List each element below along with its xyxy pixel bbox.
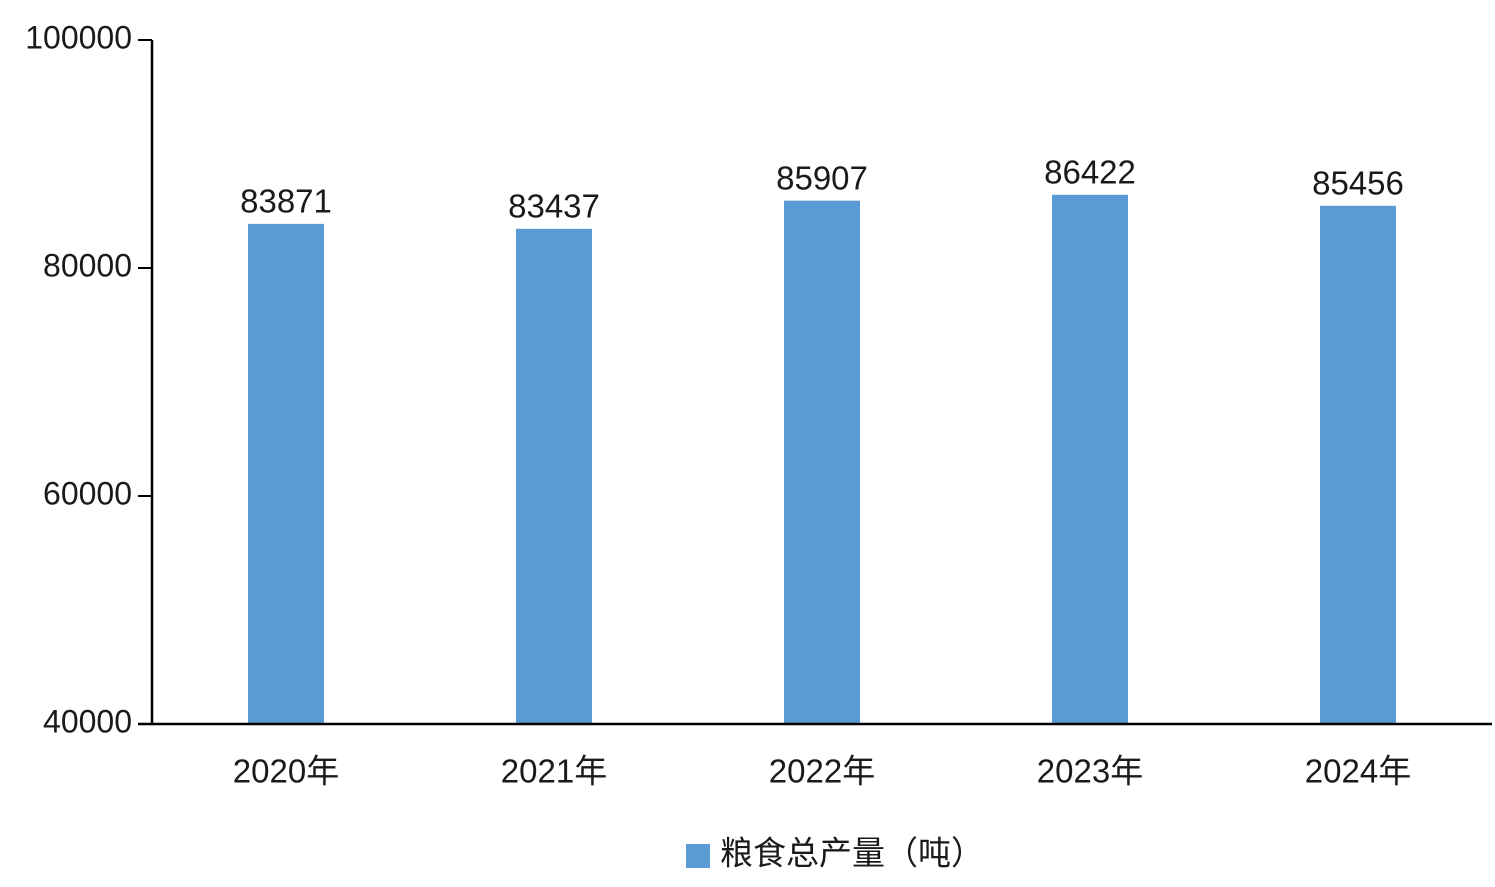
value-label: 83871 — [240, 183, 332, 220]
legend-label: 粮食总产量（吨） — [720, 835, 984, 872]
y-tick-label: 60000 — [43, 475, 132, 511]
x-tick-label: 2020年 — [233, 753, 339, 790]
value-label: 85456 — [1312, 165, 1404, 202]
value-label: 85907 — [776, 159, 868, 196]
value-label: 86422 — [1044, 154, 1136, 191]
x-tick-label: 2022年 — [769, 753, 875, 790]
y-tick-label: 80000 — [43, 247, 132, 283]
bar — [1052, 194, 1128, 725]
bar — [784, 200, 860, 724]
y-tick-label: 100000 — [25, 19, 132, 55]
legend-swatch — [686, 844, 710, 868]
x-tick-label: 2021年 — [501, 753, 607, 790]
x-tick-label: 2023年 — [1037, 753, 1143, 790]
bar — [516, 228, 592, 724]
value-label: 83437 — [508, 188, 600, 225]
x-tick-label: 2024年 — [1305, 753, 1411, 790]
bar — [248, 223, 324, 724]
bar — [1320, 205, 1396, 724]
y-tick-label: 40000 — [43, 703, 132, 739]
